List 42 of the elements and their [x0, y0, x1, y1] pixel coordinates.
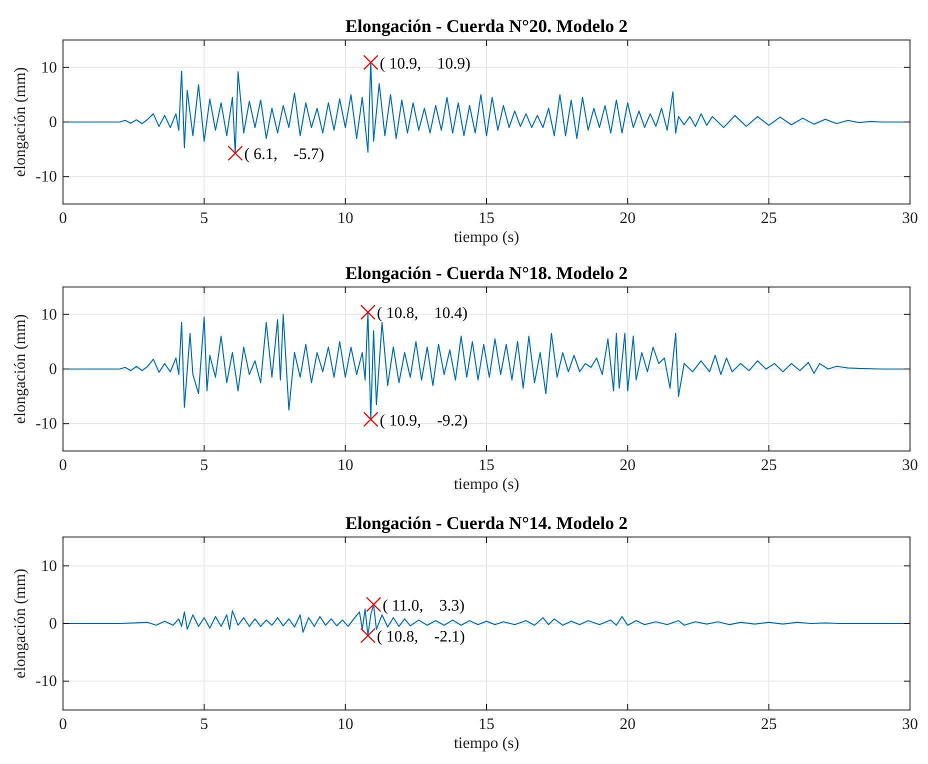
data-label: ( 10.8, -2.1): [376, 628, 465, 646]
x-tick-label: 5: [200, 457, 208, 474]
x-axis-title: tiempo (s): [454, 735, 520, 752]
x-tick-label: 30: [902, 210, 918, 227]
y-tick-label: 0: [49, 616, 57, 632]
x-tick-label: 30: [902, 457, 918, 474]
y-tick-label: -10: [36, 673, 57, 690]
x-tick-label: 10: [337, 210, 354, 227]
y-tick-label: 0: [49, 114, 57, 131]
y-tick-label: -10: [36, 416, 57, 433]
y-axis-title: elongación (mm): [12, 67, 29, 177]
x-tick-label: 20: [620, 716, 636, 733]
x-tick-label: 25: [760, 716, 777, 733]
data-label: ( 10.9, -9.2): [380, 412, 468, 430]
chart-title: Elongación - Cuerda N°20. Modelo 2: [345, 16, 628, 36]
y-axis-title: elongación (mm): [12, 314, 29, 424]
x-tick-label: 20: [620, 457, 636, 474]
y-tick-label: 10: [41, 558, 57, 575]
x-tick-label: 20: [620, 210, 636, 227]
x-tick-label: 10: [337, 457, 354, 474]
data-label: ( 11.0, 3.3): [382, 597, 465, 614]
data-label: ( 10.9, 10.9): [380, 55, 470, 72]
data-label: ( 10.8, 10.4): [376, 305, 468, 322]
y-tick-label: 10: [41, 306, 57, 324]
x-tick-label: 10: [337, 716, 354, 733]
x-axis-title: tiempo (s): [454, 476, 520, 493]
x-tick-label: 15: [478, 210, 494, 227]
x-tick-label: 25: [760, 457, 777, 474]
chart-title: Elongación - Cuerda N°14. Modelo 2: [345, 513, 628, 533]
y-tick-label: 0: [49, 361, 57, 378]
x-tick-label: 5: [200, 716, 208, 733]
x-tick-label: 15: [478, 716, 494, 733]
data-label: ( 6.1, -5.7): [244, 146, 324, 164]
y-tick-label: -10: [36, 168, 57, 186]
y-tick-label: 10: [41, 59, 57, 76]
x-tick-label: 15: [478, 457, 494, 474]
chart-title: Elongación - Cuerda N°18. Modelo 2: [345, 263, 628, 283]
x-tick-label: 5: [200, 210, 208, 227]
y-axis-title: elongación (mm): [12, 568, 29, 678]
x-tick-label: 30: [902, 716, 918, 733]
x-axis-title: tiempo (s): [454, 229, 520, 246]
x-tick-label: 25: [760, 210, 777, 227]
